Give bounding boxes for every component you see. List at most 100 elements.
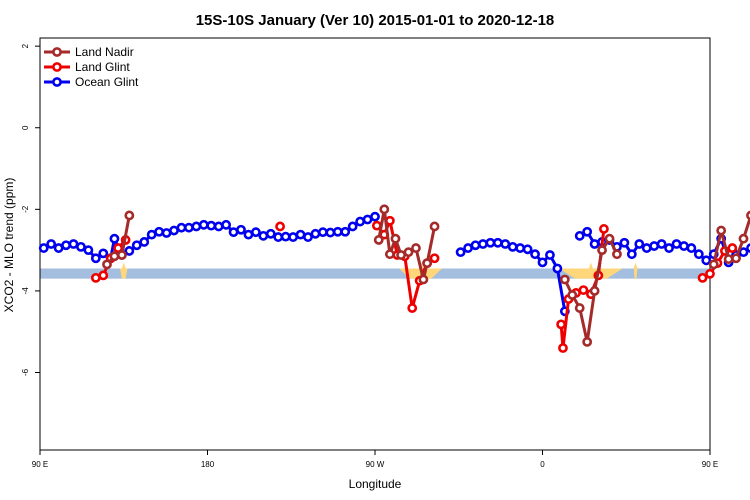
land-nadir-point — [116, 250, 127, 260]
sand-peak-2 — [588, 262, 593, 269]
ocean-glint-point — [131, 240, 142, 251]
ocean-glint-point — [61, 240, 71, 251]
ocean-glint-point — [507, 241, 518, 252]
ocean-glint-point — [641, 243, 652, 253]
land-nadir-point — [746, 210, 750, 221]
ocean-glint-point — [280, 231, 291, 242]
ocean-glint-point — [146, 229, 157, 240]
ocean-glint-point — [191, 221, 202, 232]
land-nadir-point — [567, 290, 578, 300]
ocean-glint-point — [250, 227, 261, 238]
ocean-glint-point — [664, 243, 674, 253]
ocean-glint-point — [236, 224, 246, 235]
ocean-glint-point — [574, 230, 585, 241]
land-glint-point — [705, 268, 715, 279]
series-ocean-glint — [38, 211, 750, 317]
ocean-glint-point — [288, 232, 299, 242]
land-nadir-point — [418, 274, 429, 285]
land-nadir-point — [559, 274, 570, 285]
ocean-glint-point — [455, 247, 466, 258]
land-nadir-point — [582, 337, 593, 347]
ocean-glint-point — [76, 241, 86, 252]
ocean-glint-point — [68, 239, 79, 249]
land-nadir-point — [723, 254, 734, 264]
land-glint-point — [98, 270, 109, 281]
sand-peak-3 — [633, 262, 638, 269]
x-tick-label: 90 E — [702, 460, 718, 469]
land-glint-point — [599, 224, 609, 234]
land-nadir-point — [612, 249, 622, 260]
legend-marker-land-nadir — [52, 47, 62, 57]
sand-region-3 — [633, 268, 638, 279]
ocean-glint-point — [492, 237, 503, 248]
ocean-glint-point — [213, 221, 224, 232]
ocean-glint-point — [686, 243, 697, 253]
legend-label-land-glint: Land Glint — [75, 60, 130, 74]
land-band — [40, 268, 710, 279]
ocean-glint-point — [46, 239, 57, 249]
ocean-glint-point — [53, 243, 64, 253]
ocean-glint-point — [332, 226, 343, 237]
land-glint-point — [275, 221, 285, 232]
ocean-glint-point — [701, 255, 712, 266]
sand-peak-0 — [121, 262, 126, 269]
land-nadir-point — [731, 253, 741, 264]
ocean-glint-point — [258, 230, 269, 241]
ocean-glint-point — [485, 237, 496, 248]
ocean-glint-point — [679, 241, 689, 251]
chart-title: 15S-10S January (Ver 10) 2015-01-01 to 2… — [196, 12, 555, 29]
ocean-glint-point — [325, 227, 336, 238]
land-glint-point — [558, 343, 568, 353]
ocean-glint-point — [90, 253, 101, 264]
land-glint-point — [429, 253, 440, 264]
ocean-glint-point — [310, 228, 321, 239]
land-glint-point — [697, 272, 708, 283]
sand-region-2 — [559, 268, 623, 279]
land-nadir-point — [738, 233, 749, 244]
land-nadir-point — [429, 221, 440, 232]
land-nadir-point — [390, 233, 401, 244]
ocean-glint-point — [295, 229, 306, 240]
land-nadir-point — [604, 233, 615, 244]
y-axis-label: XCO2 - MLO trend (ppm) — [2, 178, 16, 313]
land-nadir-point — [124, 210, 135, 221]
ocean-glint-point — [545, 250, 555, 260]
ocean-glint-point — [537, 257, 548, 268]
ocean-glint-point — [671, 239, 682, 249]
ocean-glint-point — [370, 211, 380, 222]
ocean-glint-point — [206, 220, 217, 231]
y-tick-label: -2 — [21, 205, 30, 213]
ocean-glint-point — [243, 229, 254, 240]
x-tick-label: 90 W — [366, 460, 385, 469]
plot-area: 90 E 180 90 W 0 90 E 2 0 -2 -4 -6 — [21, 37, 750, 469]
ocean-glint-point — [273, 232, 284, 242]
land-glint-point — [727, 243, 738, 253]
ocean-glint-point — [176, 222, 187, 233]
ocean-glint-point — [626, 249, 637, 260]
sand-region-0 — [120, 268, 128, 279]
x-tick-label: 180 — [201, 460, 215, 469]
land-nadir-point — [708, 259, 719, 270]
ocean-glint-point — [109, 233, 120, 244]
y-tick-label: -6 — [21, 368, 30, 376]
legend-label-ocean-glint: Ocean Glint — [75, 75, 139, 89]
ocean-glint-point — [746, 243, 750, 253]
land-nadir-point — [396, 250, 406, 260]
land-nadir-point — [384, 249, 395, 260]
ocean-glint-point — [500, 239, 511, 249]
legend-label-land-nadir: Land Nadir — [75, 45, 134, 59]
land-nadir-point — [403, 247, 414, 258]
ocean-glint-point — [738, 247, 749, 258]
series-land-nadir — [102, 204, 750, 347]
ocean-glint-point — [303, 232, 313, 242]
ocean-glint-point — [265, 228, 276, 239]
land-glint-point — [90, 272, 101, 283]
land-nadir-point — [411, 243, 421, 253]
ocean-glint-point — [139, 237, 150, 247]
legend-marker-land-glint — [52, 62, 62, 72]
ocean-glint-point — [362, 214, 373, 225]
ocean-glint-point — [83, 245, 94, 256]
ocean-glint-point — [619, 237, 630, 248]
